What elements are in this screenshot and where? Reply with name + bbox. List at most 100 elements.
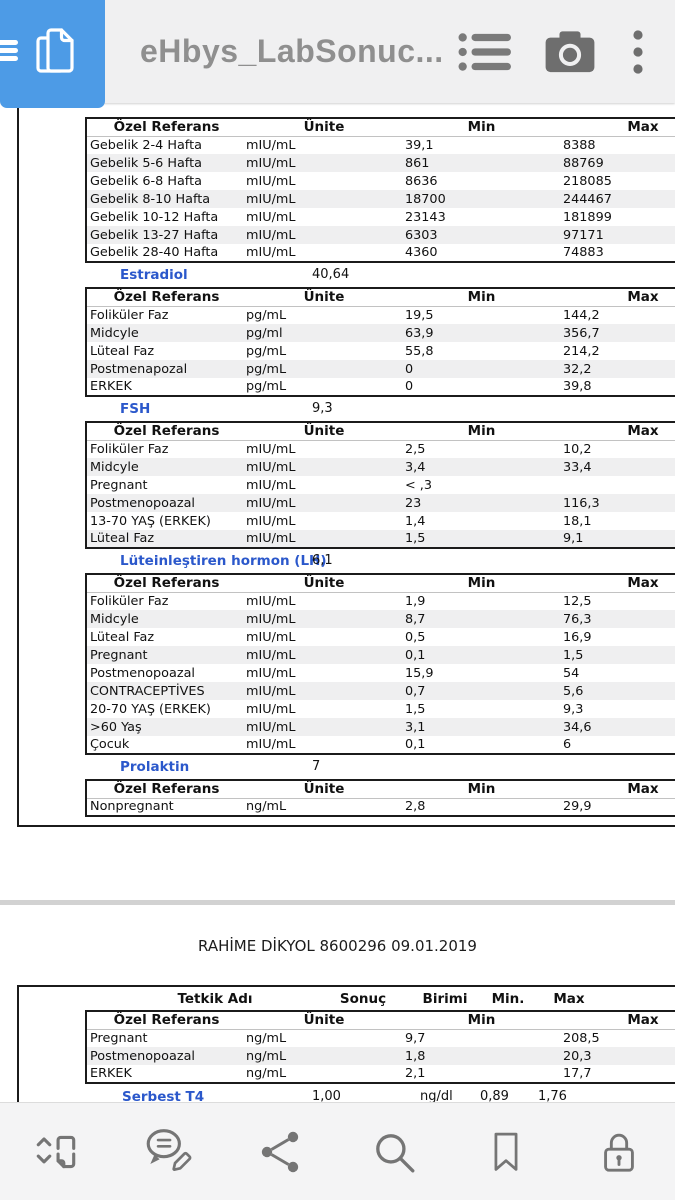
page2-frame-left-border: [17, 985, 19, 1102]
test-name: FSH: [120, 401, 151, 417]
table-row: Postmenopoazal mIU/mL 23 116,3: [86, 494, 675, 512]
reference-table: Özel Referans Ünite Min Max Foliküler Faz mIU…: [85, 421, 675, 549]
column-header: Özel Referans: [86, 780, 246, 799]
table-cell: ERKEK: [90, 379, 132, 394]
table-cell: 97171: [563, 227, 604, 243]
table-cell: 218085: [563, 173, 612, 189]
table-cell: ng/mL: [246, 799, 287, 815]
table-row: Midcyle pg/ml 63,9 356,7: [86, 324, 675, 342]
table-row: Postmenopoazal mIU/mL 15,9 54: [86, 664, 675, 682]
test-unit: ng/dl: [420, 1089, 453, 1102]
column-header: Max: [561, 118, 675, 137]
table-cell: 6: [563, 737, 572, 752]
scroll-direction-icon: [31, 1127, 81, 1177]
lock-button[interactable]: [576, 1109, 662, 1195]
table-cell: mIU/mL: [246, 137, 296, 153]
column-header-birimi: Birimi: [422, 991, 468, 1007]
table-row: Midcyle mIU/mL 8,7 76,3: [86, 610, 675, 628]
pdf-viewport[interactable]: Özel Referans Ünite Min Max Gebelik 2-4 Haft…: [0, 103, 675, 1102]
table-cell: Lüteal Faz: [90, 343, 155, 359]
page1-frame-left-border: [17, 103, 19, 827]
table-row: ERKEK ng/mL 2,1 17,7: [86, 1065, 675, 1083]
table-cell: mIU/mL: [246, 477, 296, 493]
table-cell: 5,6: [563, 683, 584, 699]
table-cell: Foliküler Faz: [90, 441, 169, 457]
bookmark-button[interactable]: [463, 1109, 549, 1195]
reference-table: Özel Referans Ünite Min Max Nonpregnant ng/mL…: [85, 779, 675, 817]
table-cell: 1,5: [563, 647, 584, 663]
table-cell: Gebelik 8-10 Hafta: [90, 191, 211, 207]
table-cell: 8388: [563, 137, 596, 153]
table-cell: ng/mL: [246, 1030, 287, 1046]
table-row: Nonpregnant ng/mL 2,8 29,9: [86, 798, 675, 816]
table-row: >60 Yaş mIU/mL 3,1 34,6: [86, 718, 675, 736]
column-header: Max: [561, 574, 675, 593]
column-header: Özel Referans: [86, 118, 246, 137]
table-cell: 63,9: [405, 325, 434, 341]
share-button[interactable]: [238, 1109, 324, 1195]
table-cell: 2,5: [405, 441, 426, 457]
column-header: Min: [402, 118, 561, 137]
table-cell: 9,1: [563, 531, 584, 546]
column-header: Min: [402, 780, 561, 799]
test-name: Lüteinleştiren hormon (LH): [120, 553, 327, 569]
table-cell: 16,9: [563, 629, 592, 645]
table-cell: mIU/mL: [246, 737, 296, 752]
lock-icon: [596, 1127, 642, 1177]
table-cell: 861: [405, 155, 430, 171]
table-cell: mIU/mL: [246, 531, 296, 546]
page-copy-icon: [27, 24, 83, 80]
view-mode-button[interactable]: [13, 1109, 99, 1195]
column-header: Ünite: [246, 574, 402, 593]
column-header: Min: [402, 422, 561, 441]
table-cell: 9,3: [563, 701, 584, 717]
table-cell: 0,5: [405, 629, 426, 645]
document-title: eHbys_LabSonuc...: [140, 33, 444, 69]
table-cell: 144,2: [563, 307, 600, 323]
pages-button[interactable]: [0, 0, 105, 108]
bottom-toolbar: [0, 1102, 675, 1200]
bookmark-icon: [484, 1127, 528, 1177]
table-cell: 20-70 YAŞ (ERKEK): [90, 701, 211, 717]
table-cell: Gebelik 28-40 Hafta: [90, 245, 219, 260]
table-row: Lüteal Faz pg/mL 55,8 214,2: [86, 342, 675, 360]
column-header: Özel Referans: [86, 288, 246, 307]
column-header: Özel Referans: [86, 1011, 246, 1030]
table-row: Gebelik 10-12 Hafta mIU/mL 23143 181899: [86, 208, 675, 226]
overflow-menu-button[interactable]: [618, 0, 658, 103]
test-name: Prolaktin: [120, 759, 190, 775]
column-header: Max: [561, 288, 675, 307]
column-header: Ünite: [246, 118, 402, 137]
outline-button[interactable]: [450, 0, 520, 103]
table-cell: 15,9: [405, 665, 434, 681]
table-cell: Pregnant: [90, 647, 148, 663]
table-header-row: Özel Referans Ünite Min Max: [86, 574, 675, 593]
table-header-row: Özel Referans Ünite Min Max: [86, 1011, 675, 1030]
table-row: 20-70 YAŞ (ERKEK) mIU/mL 1,5 9,3: [86, 700, 675, 718]
camera-button[interactable]: [536, 0, 604, 103]
table-row: Foliküler Faz mIU/mL 1,9 12,5: [86, 592, 675, 610]
test-value: 7: [312, 759, 321, 774]
test-max: 1,76: [538, 1089, 567, 1102]
test-name: Serbest T4: [122, 1089, 205, 1102]
table-cell: Postmenopoazal: [90, 1048, 195, 1064]
page1-frame-bottom-border: [17, 825, 675, 827]
table-cell: 29,9: [563, 799, 592, 815]
table-cell: Lüteal Faz: [90, 531, 155, 546]
table-cell: Çocuk: [90, 737, 130, 752]
table-cell: Pregnant: [90, 477, 148, 493]
table-cell: mIU/mL: [246, 191, 296, 207]
test-result-row: Lüteinleştiren hormon (LH) 6,1: [85, 549, 675, 573]
table-cell: 18700: [405, 191, 446, 207]
table-cell: Nonpregnant: [90, 799, 174, 815]
table-row: ERKEK pg/mL 0 39,8: [86, 378, 675, 396]
search-button[interactable]: [351, 1109, 437, 1195]
table-cell: mIU/mL: [246, 245, 296, 260]
column-header: Max: [561, 1011, 675, 1030]
annotate-button[interactable]: [126, 1109, 212, 1195]
table-cell: mIU/mL: [246, 227, 296, 243]
table-cell: 1,5: [405, 531, 426, 546]
column-header: Min: [402, 1011, 561, 1030]
table-cell: mIU/mL: [246, 593, 296, 609]
